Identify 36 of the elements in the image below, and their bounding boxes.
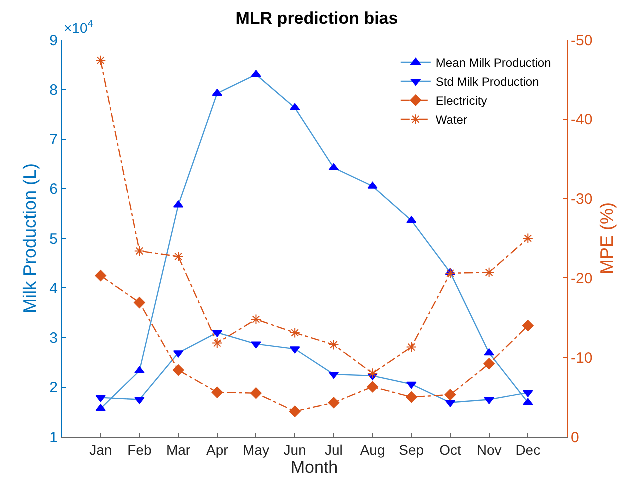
x-tick-label: Sep bbox=[399, 442, 424, 458]
x-tick-label: Jul bbox=[324, 442, 343, 458]
y2-tick-label: -40 bbox=[571, 112, 593, 129]
y-tick-label: 2 bbox=[50, 380, 58, 397]
y2-tick-label: -10 bbox=[571, 350, 593, 367]
x-tick-label: Apr bbox=[206, 442, 229, 458]
y-tick-label: 7 bbox=[50, 132, 58, 148]
text: ×10$^{4}$ bbox=[64, 19, 94, 36]
y-tick-label: 5 bbox=[50, 230, 58, 248]
chart-title: MLR prediction bias bbox=[236, 9, 398, 28]
legend-label: Electricity bbox=[436, 94, 488, 108]
y-tick-label: 6 bbox=[50, 181, 58, 198]
x-tick-label: Mar bbox=[166, 442, 191, 458]
y-tick-label: 4 bbox=[50, 280, 58, 298]
y-tick-label: 3 bbox=[50, 330, 58, 347]
x-tick-label: Dec bbox=[516, 442, 541, 458]
y2-tick-label: 0 bbox=[571, 429, 580, 446]
y2-tick-label: -20 bbox=[571, 270, 593, 288]
y2-tick-label: -50 bbox=[571, 32, 593, 50]
x-tick-label: Aug bbox=[360, 442, 386, 458]
y2-tick-label: -30 bbox=[571, 191, 593, 208]
x-tick-label: Feb bbox=[128, 442, 152, 458]
x-tick-label: May bbox=[243, 442, 270, 458]
x-tick-label: Jun bbox=[284, 442, 306, 458]
y-tick-label: 1 bbox=[50, 429, 58, 446]
y2-axis-title: MPE (%) bbox=[596, 202, 617, 274]
y-axis-title: Milk Production (L) bbox=[20, 163, 40, 314]
x-axis-title: Month bbox=[290, 458, 338, 477]
x-tick-label: Nov bbox=[476, 442, 502, 458]
x-tick-label: Jan bbox=[90, 442, 112, 458]
x-tick-label: Oct bbox=[440, 442, 462, 458]
legend-label: Mean Milk Production bbox=[436, 56, 552, 70]
y-tick-label: 8 bbox=[50, 82, 58, 99]
y-tick-label: 9 bbox=[50, 32, 58, 50]
legend-label: Std Milk Production bbox=[436, 75, 540, 90]
legend-label: Water bbox=[436, 113, 468, 128]
